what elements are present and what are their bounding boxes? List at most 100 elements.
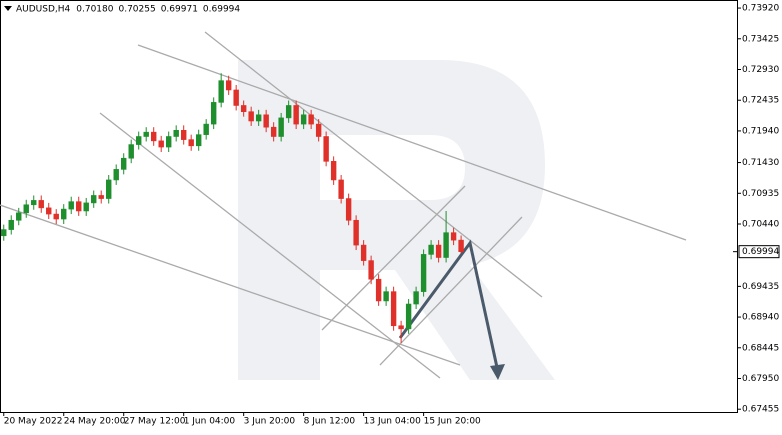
y-tick-label: 0.72930 — [742, 65, 779, 75]
candle-body — [106, 179, 112, 199]
candle-body — [263, 114, 269, 128]
candle-body — [398, 325, 404, 330]
candle-body — [458, 239, 464, 252]
header-value: 0.69994 — [203, 5, 240, 15]
candle-body — [210, 102, 217, 125]
candle-body — [150, 131, 157, 142]
y-tick-label: 0.71430 — [742, 158, 779, 168]
collapse-icon — [4, 6, 12, 11]
candle-body — [121, 157, 127, 170]
y-tick-label: 0.67455 — [742, 405, 779, 415]
channel-line — [379, 216, 523, 366]
header-value: 0.69971 — [161, 5, 198, 15]
candle-body — [285, 105, 292, 119]
candle-body — [158, 140, 164, 148]
y-tick-label: 0.67950 — [742, 374, 779, 384]
candle-body — [270, 126, 277, 137]
candle-body — [165, 136, 172, 148]
y-tick-label: 0.73425 — [742, 34, 779, 44]
candle-body — [345, 198, 352, 221]
candle-body — [225, 80, 232, 91]
y-tick-label: 0.70440 — [742, 219, 779, 229]
candle-body — [390, 291, 397, 327]
header-symbol: AUDUSD,H4 — [16, 5, 71, 15]
candle-body — [68, 201, 74, 210]
candle-body — [128, 144, 134, 159]
x-tick-label: 24 May 20:00 — [64, 417, 126, 427]
trend-line — [137, 44, 687, 241]
candle-body — [375, 278, 382, 302]
x-tick-label: 8 Jun 12:00 — [304, 417, 356, 427]
candle-body — [278, 117, 284, 137]
candle-body — [143, 131, 149, 137]
candle-body — [368, 260, 374, 280]
candle-body — [360, 244, 367, 261]
candle-body — [173, 130, 179, 137]
candle-body — [450, 232, 457, 241]
last-price-label: 0.69994 — [742, 247, 779, 257]
header-value: 0.70255 — [118, 5, 155, 15]
x-tick-label: 15 Jun 20:00 — [424, 417, 481, 427]
x-tick-label: 3 Jun 20:00 — [244, 417, 296, 427]
candle-body — [420, 254, 427, 292]
candle-body — [1, 229, 7, 237]
candle-body — [180, 130, 187, 140]
candle-body — [315, 123, 322, 137]
candle-body — [300, 114, 307, 125]
trend-line — [204, 31, 543, 298]
y-tick-label: 0.72435 — [742, 96, 779, 106]
candle-body — [383, 291, 389, 302]
y-tick-label: 0.70935 — [742, 189, 779, 199]
x-tick-label: 27 May 12:00 — [124, 417, 186, 427]
watermark — [238, 60, 555, 380]
candle-body — [240, 105, 247, 112]
candle-body — [46, 207, 52, 215]
arrow-head — [490, 364, 505, 380]
candle-body — [293, 105, 299, 125]
candle-body — [38, 200, 44, 209]
candle-body — [443, 232, 449, 258]
channel-line — [321, 185, 466, 331]
candle-body — [98, 195, 104, 199]
forecast-arrow — [398, 239, 505, 380]
candle-body — [31, 200, 37, 206]
candle-body — [188, 139, 194, 147]
y-tick-label: 0.69435 — [742, 282, 779, 292]
candle-body — [136, 136, 142, 145]
header-value: 0.70180 — [76, 5, 113, 15]
candle-body — [413, 291, 419, 305]
candle-body — [53, 213, 59, 220]
candle-body — [113, 169, 119, 181]
candle-body — [76, 201, 82, 212]
candle-body — [61, 208, 67, 220]
candle-body — [195, 134, 202, 147]
arrow-path — [398, 239, 500, 373]
x-tick-label: 1 Jun 04:00 — [184, 417, 236, 427]
candle-body — [428, 244, 434, 255]
candle-body — [233, 89, 239, 106]
last-price-box — [738, 245, 780, 259]
candle-body — [308, 114, 314, 125]
candle-body — [405, 303, 412, 330]
candle-body — [435, 244, 442, 258]
y-tick-label: 0.68940 — [742, 313, 779, 323]
candle-body — [255, 114, 262, 122]
x-tick-label: 20 May 2022 — [4, 417, 63, 427]
candle-body — [8, 219, 14, 230]
y-tick-label: 0.68445 — [742, 343, 779, 353]
candle-body — [218, 80, 224, 103]
candle-body — [323, 136, 329, 162]
candle-body — [338, 179, 344, 199]
y-tick-label: 0.71940 — [742, 126, 779, 136]
candle-body — [16, 212, 22, 221]
trend-lines — [0, 31, 687, 379]
candle-body — [23, 204, 29, 214]
trend-line — [0, 204, 461, 366]
y-tick-label: 0.73920 — [742, 4, 779, 14]
candle-body — [248, 111, 254, 122]
candle-body — [91, 195, 97, 204]
candle-body — [83, 202, 89, 212]
candle-body — [330, 161, 337, 181]
